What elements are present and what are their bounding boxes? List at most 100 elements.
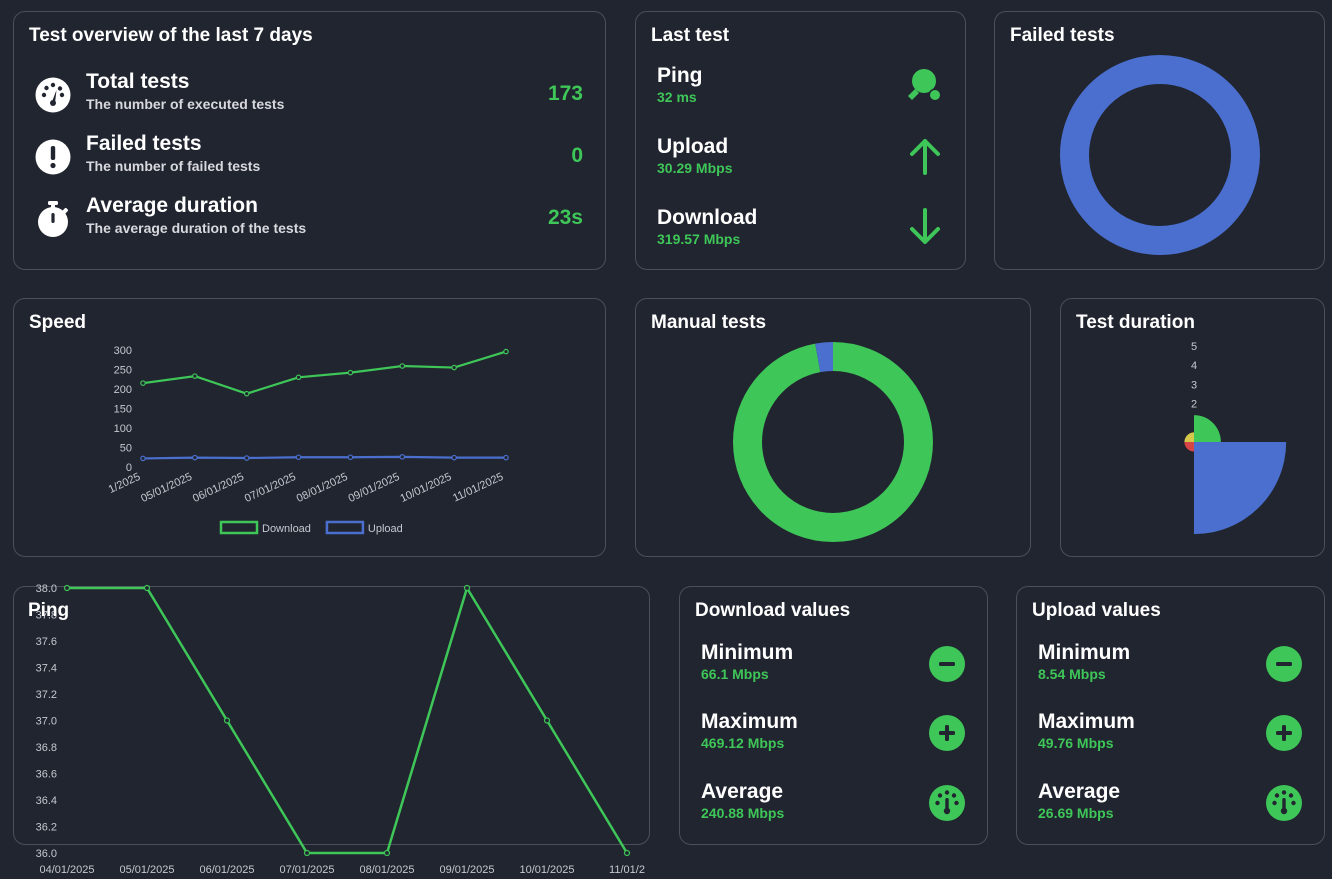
polar-segment (1184, 442, 1194, 452)
overview-title: Test overview of the last 7 days (29, 25, 313, 46)
metric-name: Minimum (701, 641, 794, 664)
metric-name: Upload (657, 135, 729, 158)
y-tick-label: 100 (114, 423, 132, 435)
legend-swatch-download (219, 520, 259, 535)
legend-label-download: Download (262, 523, 311, 535)
stopwatch-icon (38, 201, 69, 237)
last-test-row-ping: Ping 32 ms (657, 64, 944, 112)
upload-avg-row: Average 26.69 Mbps (1038, 780, 1303, 828)
y-tick-label: 250 (114, 365, 132, 377)
x-tick-label: 09/01/2025 (439, 864, 494, 876)
y-tick-label: 200 (114, 384, 132, 396)
metric-value: 240.88 Mbps (701, 805, 785, 821)
last-test-row-download: Download 319.57 Mbps (657, 206, 944, 254)
x-tick-label: 08/01/2025 (359, 864, 414, 876)
plus-icon (929, 715, 965, 751)
download-min-row: Minimum 66.1 Mbps (701, 641, 966, 689)
test-duration-card: Test duration 5 4 3 2 (1060, 298, 1325, 557)
data-point-upload (295, 454, 302, 461)
overview-name: Failed tests (86, 132, 202, 155)
last-test-card: Last test Ping 32 ms Upload 30.29 Mbps D… (635, 11, 966, 270)
pie-slice-scheduled (733, 342, 933, 542)
speed-chart: 3002502001501005001/202505/01/202506/01/… (107, 345, 509, 535)
overview-value: 0 (571, 144, 583, 167)
arrow-up-icon (910, 139, 940, 175)
metric-name: Maximum (701, 710, 798, 733)
manual-tests-card: Manual tests (635, 298, 1031, 557)
data-point-download (503, 348, 509, 355)
gauge-icon (1266, 785, 1302, 821)
overview-desc: The average duration of the tests (86, 220, 307, 236)
upload-min-row: Minimum 8.54 Mbps (1038, 641, 1303, 689)
data-point-upload (140, 455, 146, 462)
ping-pong-icon (908, 69, 942, 102)
data-point-ping (63, 584, 71, 592)
y-tick-label: 300 (114, 345, 132, 357)
series-line-download (142, 350, 507, 395)
metric-value: 319.57 Mbps (657, 231, 741, 247)
data-point-download (399, 363, 406, 369)
legend-label-upload: Upload (368, 523, 403, 535)
minus-icon (1266, 646, 1302, 682)
r-tick-label: 3 (1191, 379, 1197, 391)
r-tick-label: 5 (1191, 341, 1197, 353)
ping-title: Ping (28, 600, 70, 621)
metric-value: 469.12 Mbps (701, 735, 785, 751)
metric-name: Average (701, 780, 784, 803)
data-point-upload (399, 454, 406, 460)
data-point-download (347, 369, 354, 376)
metric-name: Download (657, 206, 758, 229)
data-point-download (243, 390, 250, 397)
data-point-upload (451, 454, 457, 461)
upload-values-card: Upload values Minimum 8.54 Mbps Maximum … (1016, 586, 1325, 845)
y-tick-label: 36.8 (36, 742, 57, 754)
overview-value: 23s (547, 206, 583, 229)
y-tick-label: 37.0 (36, 716, 57, 728)
y-tick-label: 50 (120, 443, 132, 455)
speed-card: Speed 300 250 200 150 100 50 0 1/2025 05/01/2025… (13, 298, 606, 557)
x-tick-label: 04/01/2025 (39, 864, 94, 876)
y-tick-label: 36.4 (36, 795, 57, 807)
pie-slice-manual (733, 342, 933, 542)
polar-segment (1194, 442, 1287, 535)
last-test-title: Last test (651, 25, 730, 46)
minus-icon (929, 646, 965, 682)
failed-tests-title: Failed tests (1010, 25, 1115, 46)
overview-desc: The number of executed tests (86, 96, 285, 112)
data-point-download (451, 364, 457, 371)
x-tick-label: 05/01/2025 (119, 864, 174, 876)
overview-row-duration: Average duration The average duration of… (34, 194, 585, 244)
r-tick-label: 2 (1191, 399, 1197, 411)
series-line-ping (67, 584, 629, 855)
overview-card: Test overview of the last 7 days Total t… (13, 11, 606, 270)
data-point-upload (347, 454, 354, 461)
data-point-ping (543, 717, 551, 724)
data-point-ping (623, 849, 631, 857)
gauge-icon (35, 77, 71, 113)
legend-swatch-upload (325, 520, 365, 535)
data-point-upload (192, 454, 198, 461)
test-duration-title: Test duration (1076, 312, 1195, 333)
data-point-download (140, 380, 146, 386)
data-point-download (192, 373, 198, 379)
x-tick-label: 10/01/2025 (519, 864, 574, 876)
metric-value: 8.54 Mbps (1038, 666, 1106, 682)
data-point-ping (383, 849, 391, 857)
failed-tests-card: Failed tests (994, 11, 1325, 270)
data-point-ping (463, 584, 471, 592)
y-tick-label: 36.0 (36, 848, 57, 860)
plus-icon (1266, 715, 1302, 751)
metric-value: 32 ms (657, 89, 697, 105)
metric-value: 66.1 Mbps (701, 666, 769, 682)
speed-title: Speed (29, 312, 87, 333)
arrow-down-icon (910, 208, 940, 244)
metric-value: 30.29 Mbps (657, 160, 733, 176)
x-tick-label: 06/01/2025 (199, 864, 254, 876)
upload-values-title: Upload values (1032, 600, 1161, 621)
manual-tests-title: Manual tests (651, 312, 767, 333)
y-tick-label: 37.6 (36, 636, 57, 648)
download-values-title: Download values (695, 600, 851, 621)
manual-tests-chart (733, 342, 933, 542)
y-tick-label: 36.2 (36, 822, 57, 834)
polar-segment (1184, 432, 1194, 442)
